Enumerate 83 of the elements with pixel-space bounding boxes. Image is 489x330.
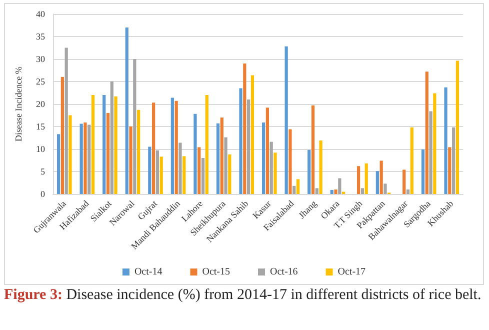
bar	[64, 48, 68, 194]
bar	[456, 60, 460, 194]
bar	[243, 64, 246, 194]
y-tick-label: 10	[36, 144, 46, 154]
bar	[110, 82, 114, 194]
bar	[284, 46, 288, 194]
bar	[174, 100, 178, 194]
bar	[88, 124, 91, 194]
bar	[56, 134, 60, 194]
bar	[182, 156, 186, 194]
y-axis-title: Disease Incidence %	[14, 66, 24, 142]
bar	[133, 59, 136, 194]
bar	[274, 152, 277, 194]
bar	[356, 166, 360, 194]
bar	[247, 100, 250, 194]
bar	[239, 88, 242, 194]
bar	[292, 186, 296, 194]
bar	[160, 156, 163, 194]
legend-label: Oct-16	[270, 266, 298, 278]
bar	[444, 87, 448, 194]
bar	[429, 111, 432, 194]
bar	[148, 146, 152, 194]
bar	[194, 114, 197, 194]
caption: Figure 3: Disease incidence (%) from 2014-17 in different districts of rice belt.	[4, 287, 482, 303]
y-tick-label: 20	[36, 99, 46, 109]
bar	[178, 142, 182, 194]
bar	[410, 127, 414, 194]
bar	[224, 137, 228, 194]
bar	[433, 93, 436, 194]
bar	[376, 171, 379, 194]
bar	[452, 127, 456, 194]
bar	[338, 178, 342, 194]
bar	[152, 102, 156, 194]
bar	[308, 150, 311, 194]
bar	[402, 170, 406, 194]
legend-label: Oct-15	[202, 266, 230, 278]
bar	[80, 124, 83, 194]
bar	[330, 190, 334, 194]
bar	[216, 123, 220, 194]
bar	[68, 115, 72, 194]
bar	[425, 72, 428, 194]
bar	[380, 160, 383, 194]
bar	[102, 95, 106, 194]
bar	[220, 118, 224, 194]
bar	[60, 77, 64, 194]
bar	[319, 140, 322, 194]
bar	[201, 158, 205, 194]
bar	[84, 122, 87, 194]
bar	[364, 163, 368, 194]
bar	[125, 28, 128, 194]
bar	[315, 188, 318, 194]
bar	[311, 105, 315, 194]
y-tick-label: 35	[36, 32, 46, 42]
bar	[198, 147, 201, 194]
bar	[137, 110, 140, 194]
bar	[170, 98, 174, 194]
bar	[448, 147, 452, 194]
y-tick-label: 40	[36, 9, 46, 19]
bar	[406, 190, 410, 194]
bar	[106, 113, 110, 194]
bar	[114, 96, 118, 194]
bar	[421, 149, 425, 194]
bar	[384, 184, 387, 194]
bar	[262, 122, 266, 194]
y-tick-label: 30	[36, 54, 46, 64]
bar	[266, 108, 269, 194]
y-tick-label: 15	[36, 122, 46, 132]
legend-label: Oct-17	[338, 266, 366, 278]
bar	[250, 75, 254, 194]
bar	[288, 129, 292, 194]
bar	[270, 142, 273, 194]
bar	[205, 95, 208, 194]
y-tick-label: 25	[36, 76, 46, 86]
bar	[296, 179, 300, 194]
legend-label: Oct-14	[134, 266, 162, 278]
bar	[228, 154, 232, 194]
y-tick-label: 0	[40, 189, 46, 199]
bar	[156, 150, 160, 194]
bar	[360, 188, 364, 194]
bar	[129, 126, 132, 194]
bar	[334, 190, 338, 194]
bar	[91, 95, 95, 194]
y-tick-label: 5	[40, 166, 46, 176]
